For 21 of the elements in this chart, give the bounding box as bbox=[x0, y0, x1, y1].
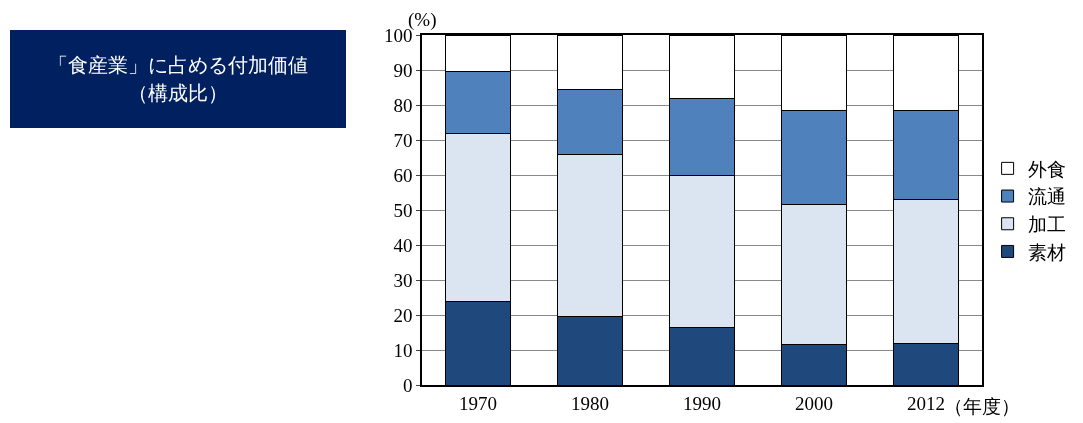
y-tick-label: 50 bbox=[393, 199, 413, 221]
y-tick-label: 40 bbox=[393, 234, 413, 256]
y-tick-label: 0 bbox=[402, 374, 413, 396]
y-tick-label: 30 bbox=[393, 269, 413, 291]
y-tick-label: 20 bbox=[393, 304, 413, 326]
x-tick-label: 1990 bbox=[683, 392, 721, 414]
y-tick-label: 70 bbox=[393, 129, 413, 151]
legend-label: 外食 bbox=[1027, 158, 1066, 180]
text: 「食産業」に占める付加価値（構成比） bbox=[47, 52, 309, 107]
x-tick-label: 1980 bbox=[571, 392, 609, 414]
x-tick-label: 1970 bbox=[459, 392, 497, 414]
x-axis-title: （年度） bbox=[944, 395, 1020, 417]
legend-label: 流通 bbox=[1027, 186, 1066, 208]
legend-label: 素材 bbox=[1027, 241, 1066, 263]
x-tick-label: 2012 bbox=[907, 392, 945, 414]
y-tick-label: 80 bbox=[393, 94, 413, 116]
x-tick-label: 2000 bbox=[795, 392, 833, 414]
y-tick-label: 90 bbox=[393, 59, 413, 81]
y-tick-label: 10 bbox=[393, 339, 413, 361]
legend-label: 加工 bbox=[1027, 214, 1066, 236]
y-tick-label: 60 bbox=[393, 164, 413, 186]
